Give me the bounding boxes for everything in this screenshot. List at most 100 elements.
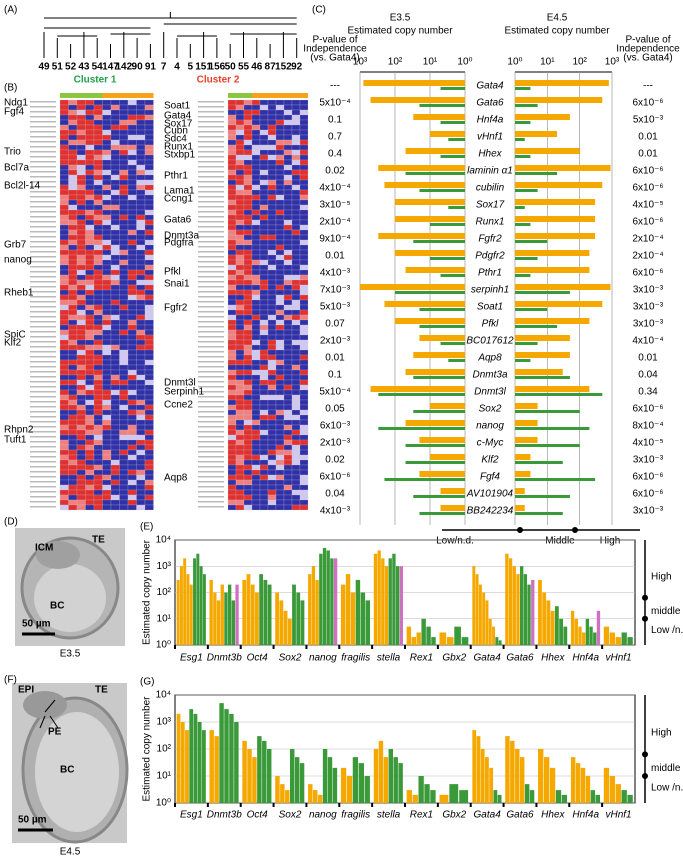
heat-cell	[227, 299, 237, 306]
gene-name: BB242234	[467, 506, 514, 517]
heat-cell	[59, 369, 69, 376]
heat-cell	[275, 159, 285, 166]
arrow-dot	[642, 594, 648, 601]
heat-cell	[136, 484, 146, 491]
heat-cell	[251, 199, 261, 206]
heat-cell	[59, 124, 69, 131]
heat-cell	[243, 294, 253, 301]
bar	[231, 600, 236, 645]
heat-cell	[93, 164, 103, 171]
heat-cell	[299, 179, 309, 186]
heat-cell	[243, 424, 253, 431]
heat-cell	[251, 264, 261, 271]
heat-cell	[85, 359, 95, 366]
probe-id	[198, 411, 224, 413]
heat-cell	[119, 129, 129, 136]
gene-name: serpinh1	[471, 285, 509, 296]
heat-cell	[243, 449, 253, 456]
heat-cell	[227, 474, 237, 481]
heat-cell	[259, 419, 269, 426]
heat-cell	[283, 459, 293, 466]
heat-cell	[93, 239, 103, 246]
heat-cell	[119, 264, 129, 271]
heat-cell	[59, 229, 69, 236]
heat-cell	[144, 159, 154, 166]
heat-cell	[93, 434, 103, 441]
heat-cell	[127, 229, 137, 236]
pvalue: 0.02	[325, 166, 345, 177]
heat-cell	[59, 169, 69, 176]
bar	[406, 790, 412, 803]
bar	[493, 790, 498, 803]
heat-cell	[93, 174, 103, 181]
heat-cell	[68, 454, 78, 461]
heat-cell	[299, 394, 309, 401]
heat-cell	[251, 309, 261, 316]
heat-cell	[85, 274, 95, 281]
heat-cell	[76, 189, 86, 196]
bar	[224, 592, 228, 645]
heat-cell	[243, 154, 253, 161]
heat-cell	[59, 489, 69, 496]
heat-cell	[275, 229, 285, 236]
probe-id	[30, 196, 56, 198]
heat-cell	[136, 269, 146, 276]
heat-cell	[227, 109, 237, 116]
heat-cell	[227, 379, 237, 386]
probe-id	[198, 111, 224, 113]
heat-cell	[136, 384, 146, 391]
bar	[384, 566, 389, 645]
heat-cell	[68, 489, 78, 496]
heat-cell	[110, 129, 120, 136]
heat-cell	[76, 149, 86, 156]
heat-cell	[102, 214, 112, 221]
heat-cell	[227, 444, 237, 451]
heat-cell	[235, 294, 245, 301]
heat-cell	[251, 234, 261, 241]
bar	[515, 335, 570, 341]
heat-cell	[119, 429, 129, 436]
heat-cell	[102, 119, 112, 126]
bar	[193, 713, 198, 803]
heat-cell	[136, 179, 146, 186]
heat-cell	[267, 459, 277, 466]
heat-cell	[251, 109, 261, 116]
leaf-label: 147	[102, 62, 119, 73]
bar	[515, 206, 525, 209]
heat-cell	[102, 504, 112, 511]
bar	[440, 87, 465, 90]
heat-cell	[68, 449, 78, 456]
heat-cell	[68, 144, 78, 151]
bar	[350, 592, 356, 645]
heat-cell	[267, 374, 277, 381]
heat-cell	[227, 484, 237, 491]
heat-cell	[299, 424, 309, 431]
gene-name: Gata6	[506, 810, 534, 821]
heat-cell	[85, 159, 95, 166]
heat-cell	[259, 124, 269, 131]
heat-cell	[275, 449, 285, 456]
bar	[440, 505, 465, 511]
heat-cell	[291, 174, 301, 181]
heat-cell	[283, 334, 293, 341]
bar	[294, 757, 300, 803]
heat-cell	[243, 314, 253, 321]
probe-id	[30, 271, 56, 273]
heat-cell	[243, 194, 253, 201]
heat-cell	[291, 164, 301, 171]
heat-cell	[243, 214, 253, 221]
bar	[340, 584, 346, 645]
heat-cell	[275, 379, 285, 386]
leaf-label: 52	[65, 62, 77, 73]
heat-cell	[275, 344, 285, 351]
heat-cell	[283, 299, 293, 306]
gene-name: Sox2	[279, 810, 302, 821]
heat-cell	[119, 204, 129, 211]
heat-cell	[227, 204, 237, 211]
heat-cell	[235, 439, 245, 446]
pvalue: 3x10⁻³	[633, 319, 664, 330]
heat-cell	[144, 349, 154, 356]
probe-id	[198, 166, 224, 168]
probe-id	[30, 161, 56, 163]
heat-cell	[85, 489, 95, 496]
